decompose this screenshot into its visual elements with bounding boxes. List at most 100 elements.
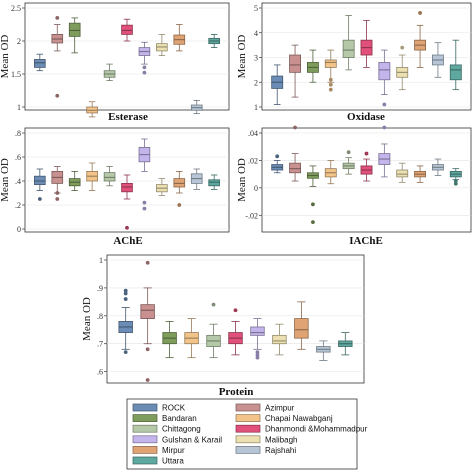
outlier-point	[328, 77, 333, 82]
outlier-point	[177, 203, 182, 207]
outlier-point	[346, 150, 351, 155]
box-chittagong	[342, 150, 355, 175]
outlier-point	[37, 197, 42, 201]
outlier-point	[255, 350, 260, 354]
box-iqr	[34, 59, 46, 68]
box-iqr	[378, 62, 391, 81]
box-dhanmondi-mohammadpur	[228, 308, 243, 356]
box-mirpur	[294, 301, 309, 350]
box-rajshahi	[190, 168, 203, 190]
panel-title: IAChE	[349, 235, 383, 247]
box-gulshan-karail	[378, 49, 391, 107]
outlier-point	[382, 102, 387, 107]
outlier-point	[255, 355, 260, 360]
y-tick-label: 2.5	[11, 4, 21, 13]
box-uttara	[338, 332, 353, 356]
box-azimpur	[289, 125, 301, 182]
legend-swatch	[235, 435, 261, 444]
box-mirpur	[414, 165, 427, 183]
box-bandaran	[306, 165, 319, 225]
box-rock	[271, 154, 284, 174]
legend-label: Azimpur	[265, 404, 295, 413]
y-tick-label: 5	[254, 4, 258, 13]
box-dhanmondi-mohammadpur	[360, 19, 373, 68]
legend-label: ROCK	[162, 404, 186, 413]
y-tick-label: .9	[97, 284, 103, 293]
legend-label: Malibagh	[265, 435, 297, 444]
box-uttara	[449, 39, 462, 91]
outlier-point	[145, 260, 150, 265]
legend-swatch	[235, 403, 261, 412]
panel-title: Protein	[219, 386, 254, 398]
box-malibagh	[156, 178, 168, 196]
box-rock	[271, 64, 284, 105]
outlier-point	[328, 82, 333, 87]
legend-label: Dhanmondi &Mohammadpur	[265, 425, 368, 434]
y-tick-label: .6	[15, 153, 21, 162]
box-gulshan-karail	[138, 138, 151, 211]
outlier-point	[328, 87, 333, 92]
outlier-point	[233, 308, 238, 313]
box-bandaran	[68, 17, 81, 54]
outlier-point	[123, 297, 128, 301]
box-chapai-nawabganj	[86, 101, 98, 118]
y-axis-label: Mean OD	[0, 158, 11, 202]
box-iqr	[208, 179, 220, 187]
outlier-point	[311, 202, 315, 207]
legend-item: Dhanmondi &Mohammadpur	[235, 425, 368, 434]
box-uttara	[208, 174, 220, 190]
panel-title: Esterase	[108, 111, 148, 123]
box-iqr	[173, 178, 186, 188]
y-axis-label: Mean OD	[236, 158, 248, 202]
box-bandaran	[68, 170, 81, 192]
outlier-point	[453, 179, 458, 183]
box-mirpur	[414, 11, 427, 68]
legend-item: Mirpur	[132, 446, 185, 455]
legend-item: Malibagh	[235, 435, 297, 444]
box-chittagong	[103, 166, 116, 187]
legend-label: Chittagong	[162, 425, 201, 434]
box-azimpur	[289, 44, 301, 98]
box-gulshan-karail	[138, 41, 151, 75]
box-iqr	[272, 334, 287, 345]
box-iqr	[103, 172, 116, 182]
legend-item: Bandaran	[132, 414, 197, 423]
box-bandaran	[162, 320, 177, 359]
outlier-point	[145, 347, 150, 352]
box-iqr	[324, 59, 337, 68]
box-rajshahi	[432, 42, 444, 78]
box-iqr	[121, 182, 133, 193]
outlier-point	[364, 151, 369, 156]
legend-swatch	[235, 414, 261, 422]
box-malibagh	[272, 323, 287, 356]
outlier-point	[123, 288, 128, 293]
y-tick-label: -.02	[245, 211, 258, 220]
y-axis-label: Mean OD	[81, 297, 93, 341]
outlier-point	[55, 197, 60, 201]
box-dhanmondi-mohammadpur	[121, 174, 133, 230]
legend-label: Gulshan & Karail	[162, 435, 222, 444]
box-azimpur	[51, 166, 64, 201]
outlier-point	[142, 200, 147, 205]
box-dhanmondi-mohammadpur	[121, 18, 133, 42]
legend-label: Bandaran	[162, 414, 197, 423]
legend-item: Rajshahi	[235, 446, 296, 455]
legend-label: Uttara	[162, 457, 184, 466]
outlier-point	[418, 11, 422, 15]
box-rock	[118, 288, 133, 354]
y-tick-label: 1	[99, 256, 103, 265]
outlier-point	[55, 16, 60, 20]
box-iqr	[289, 54, 301, 73]
box-iqr	[121, 24, 133, 35]
panel-protein: .6 .7 .8 .9 1 Mean OD Protein	[81, 254, 365, 398]
y-tick-label: .8	[97, 312, 103, 321]
y-tick-label: 0	[17, 225, 21, 234]
box-chapai-nawabganj	[184, 318, 199, 359]
y-tick-label: 3	[254, 54, 258, 63]
outlier-point	[145, 378, 150, 382]
outlier-point	[125, 225, 129, 230]
box-rajshahi	[432, 158, 444, 176]
legend-swatch	[132, 456, 158, 465]
